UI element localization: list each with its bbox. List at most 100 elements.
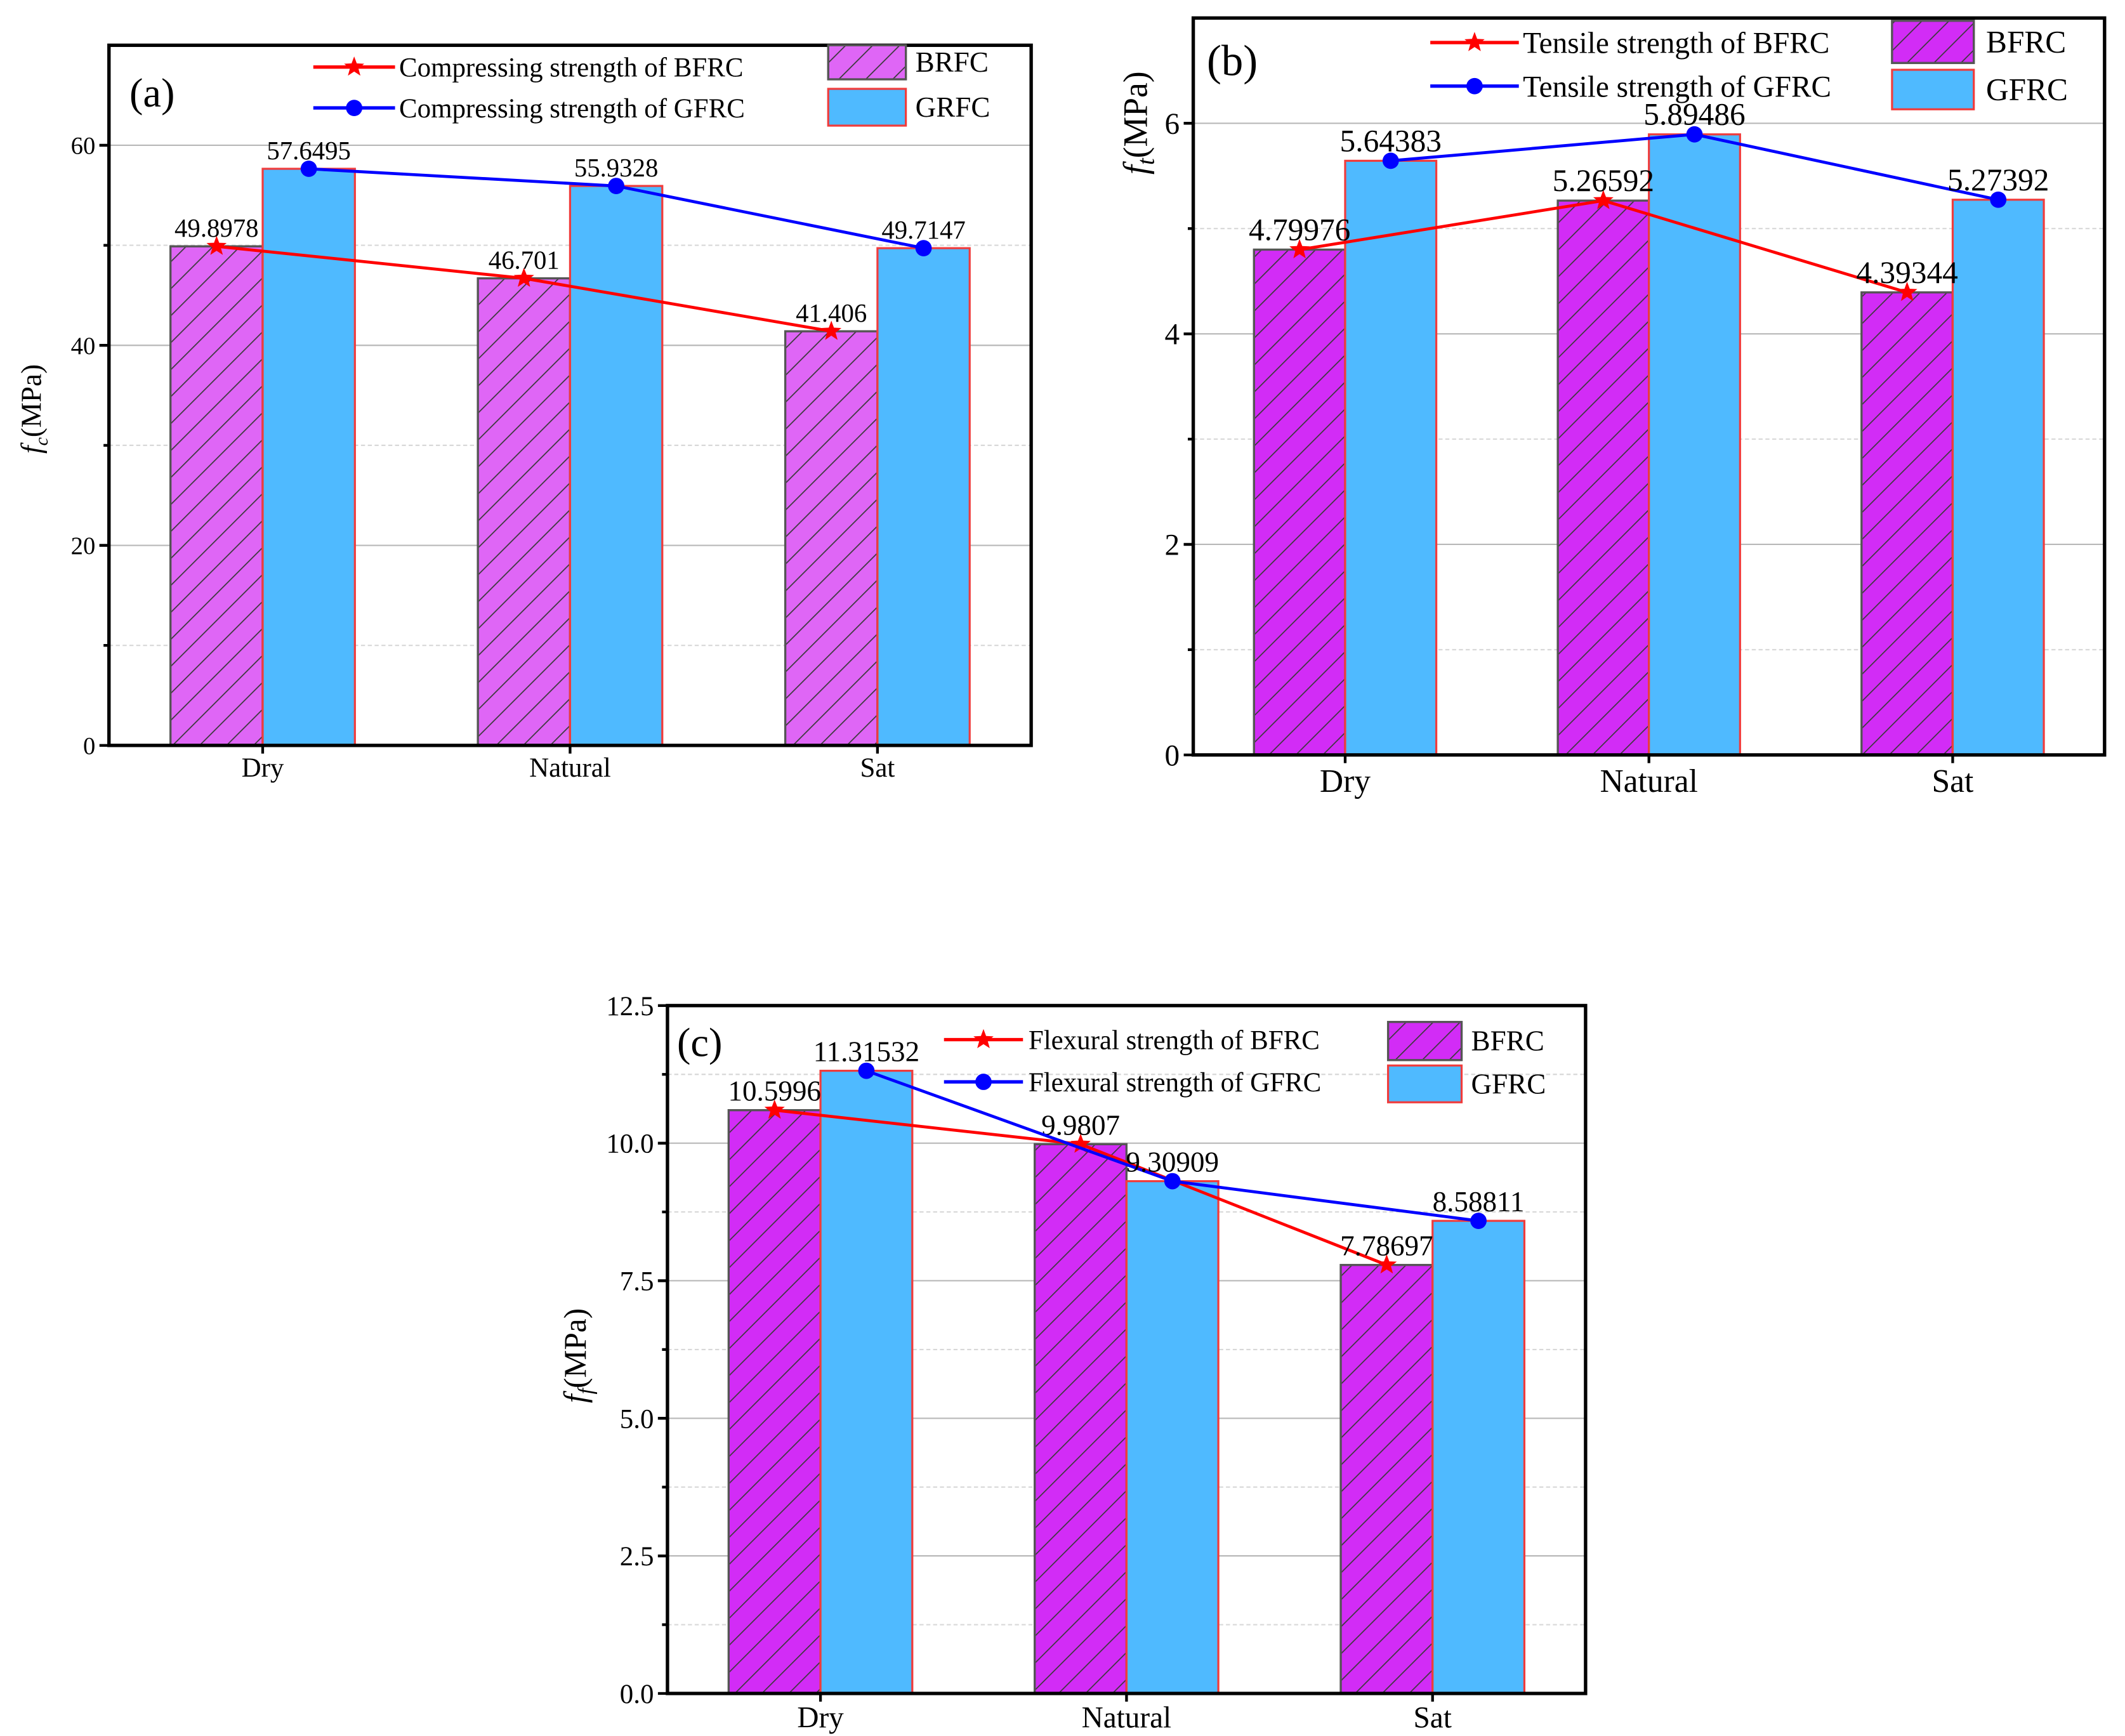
data-point-marker (513, 267, 534, 287)
bar-grfc-sat (876, 247, 971, 747)
data-point-marker (1686, 126, 1703, 143)
data-label: 9.30909 (1126, 1147, 1219, 1178)
bar-hatch (1034, 1143, 1128, 1695)
data-label: 5.89486 (1643, 97, 1745, 132)
legend-hatch (1891, 20, 1975, 64)
bar-gfrc-sat (1431, 1220, 1526, 1695)
y-axis-label-unit: (MPa) (558, 1308, 593, 1388)
data-label: 41.406 (796, 299, 867, 327)
data-label: 49.8978 (174, 214, 259, 242)
y-tick-label: 6 (1165, 108, 1180, 141)
data-label: 4.79976 (1249, 212, 1350, 247)
data-point-marker (1070, 1133, 1091, 1153)
legend-label: Compressing strength of GFRC (399, 94, 745, 124)
data-point-marker (1164, 1173, 1181, 1190)
legend-marker (975, 1074, 992, 1090)
y-tick-label: 5.0 (620, 1404, 654, 1434)
bar-grfc-dry (261, 168, 356, 747)
data-point-marker (1382, 152, 1399, 169)
data-label: 10.5996 (728, 1075, 821, 1107)
data-point-marker (300, 161, 317, 177)
y-tick-label: 40 (71, 333, 96, 360)
legend-marker (1464, 32, 1485, 51)
x-tick-label: Sat (1414, 1702, 1452, 1735)
data-point-marker (608, 178, 624, 194)
y-axis-label: fc(MPa) (15, 364, 52, 454)
legend-marker (344, 56, 365, 76)
data-label: 5.64383 (1340, 123, 1442, 158)
y-axis-label-unit: (MPa) (1117, 71, 1155, 158)
y-axis-label-unit: (MPa) (15, 364, 47, 437)
panel-a: 49.8978 46.701 41.406 57.6495 55.9328 49.7147… (15, 43, 1033, 783)
data-point-marker (206, 235, 227, 255)
bar-hatch (784, 330, 879, 747)
bar-gfrc-dry (819, 1069, 914, 1695)
legend-marker (1466, 77, 1483, 95)
y-tick-label: 60 (71, 133, 96, 159)
legend-label: Tensile strength of BFRC (1523, 27, 1829, 60)
y-axis-label: ff(MPa) (558, 1308, 598, 1403)
bar-hatch (1339, 1263, 1434, 1695)
bar-hatch (477, 277, 572, 747)
legend-label: GRFC (916, 91, 990, 123)
legend-label: Flexural strength of BFRC (1029, 1026, 1320, 1056)
panel-label: (c) (677, 1020, 722, 1065)
panel-label: (b) (1207, 37, 1258, 85)
bar-hatch (1860, 291, 1954, 756)
bar-hatch (1556, 199, 1650, 756)
y-axis-label-subscript: c (30, 437, 52, 446)
x-tick-label: Dry (242, 753, 284, 783)
data-label: 7.78697 (1340, 1230, 1433, 1262)
legend-hatch (827, 44, 907, 81)
panel-b: 4.79976 5.26592 4.39344 5.64383 5.89486 5.273… (1117, 16, 2107, 799)
y-tick-label: 2 (1165, 529, 1180, 562)
y-axis-label-symbol: f (15, 442, 47, 454)
data-label: 9.9807 (1041, 1109, 1120, 1141)
data-point-marker (1470, 1213, 1487, 1229)
data-label: 11.31532 (813, 1036, 919, 1068)
x-tick-label: Dry (1320, 763, 1371, 799)
data-label: 57.6495 (266, 136, 350, 165)
y-tick-label: 0.0 (620, 1680, 654, 1709)
legend: Tensile strength of BFRC Tensile strength… (1430, 20, 2068, 110)
data-point-marker (764, 1099, 785, 1119)
data-point-marker (1593, 190, 1614, 209)
data-label: 5.27392 (1947, 162, 2049, 197)
y-tick-label: 0 (1165, 739, 1180, 772)
x-tick-label: Sat (860, 753, 895, 783)
legend-label: GFRC (1471, 1068, 1546, 1100)
bar-gfrc-natural (1125, 1180, 1220, 1695)
x-tick-label: Natural (1082, 1702, 1172, 1735)
legend-label: Tensile strength of GFRC (1523, 70, 1831, 103)
legend-bar-swatch (827, 88, 907, 127)
y-axis-label-subscript: t (1133, 157, 1159, 165)
legend-label: Flexural strength of GFRC (1029, 1068, 1321, 1098)
legend-hatch (1386, 1020, 1463, 1062)
legend-label: BRFC (916, 46, 989, 78)
data-point-marker (915, 240, 932, 256)
panel-label: (a) (129, 70, 174, 115)
panel-c: 10.5996 9.9807 7.78697 11.31532 9.30909 8.588… (558, 992, 1588, 1735)
data-point-marker (1289, 239, 1310, 259)
data-label: 55.9328 (574, 154, 659, 182)
y-tick-label: 4 (1165, 319, 1180, 352)
y-tick-label: 0 (83, 733, 95, 760)
y-tick-label: 7.5 (620, 1267, 654, 1297)
bar-hatch (1253, 248, 1346, 756)
x-tick-label: Dry (797, 1702, 844, 1735)
data-point-marker (1897, 282, 1918, 301)
legend-label: GFRC (1986, 72, 2068, 107)
y-axis-label: ft(MPa) (1117, 71, 1160, 174)
data-point-marker (1376, 1254, 1397, 1274)
x-tick-label: Natural (529, 753, 611, 783)
bar-hatch (727, 1109, 822, 1695)
y-tick-label: 20 (71, 533, 96, 560)
data-point-marker (821, 320, 842, 340)
legend-label: BFRC (1986, 24, 2066, 59)
data-point-marker (1990, 191, 2007, 208)
y-tick-label: 2.5 (620, 1542, 654, 1572)
legend-label: Compressing strength of BFRC (399, 53, 744, 83)
data-point-marker (858, 1062, 875, 1079)
legend: Flexural strength of BFRC Flexural streng… (944, 1020, 1546, 1103)
